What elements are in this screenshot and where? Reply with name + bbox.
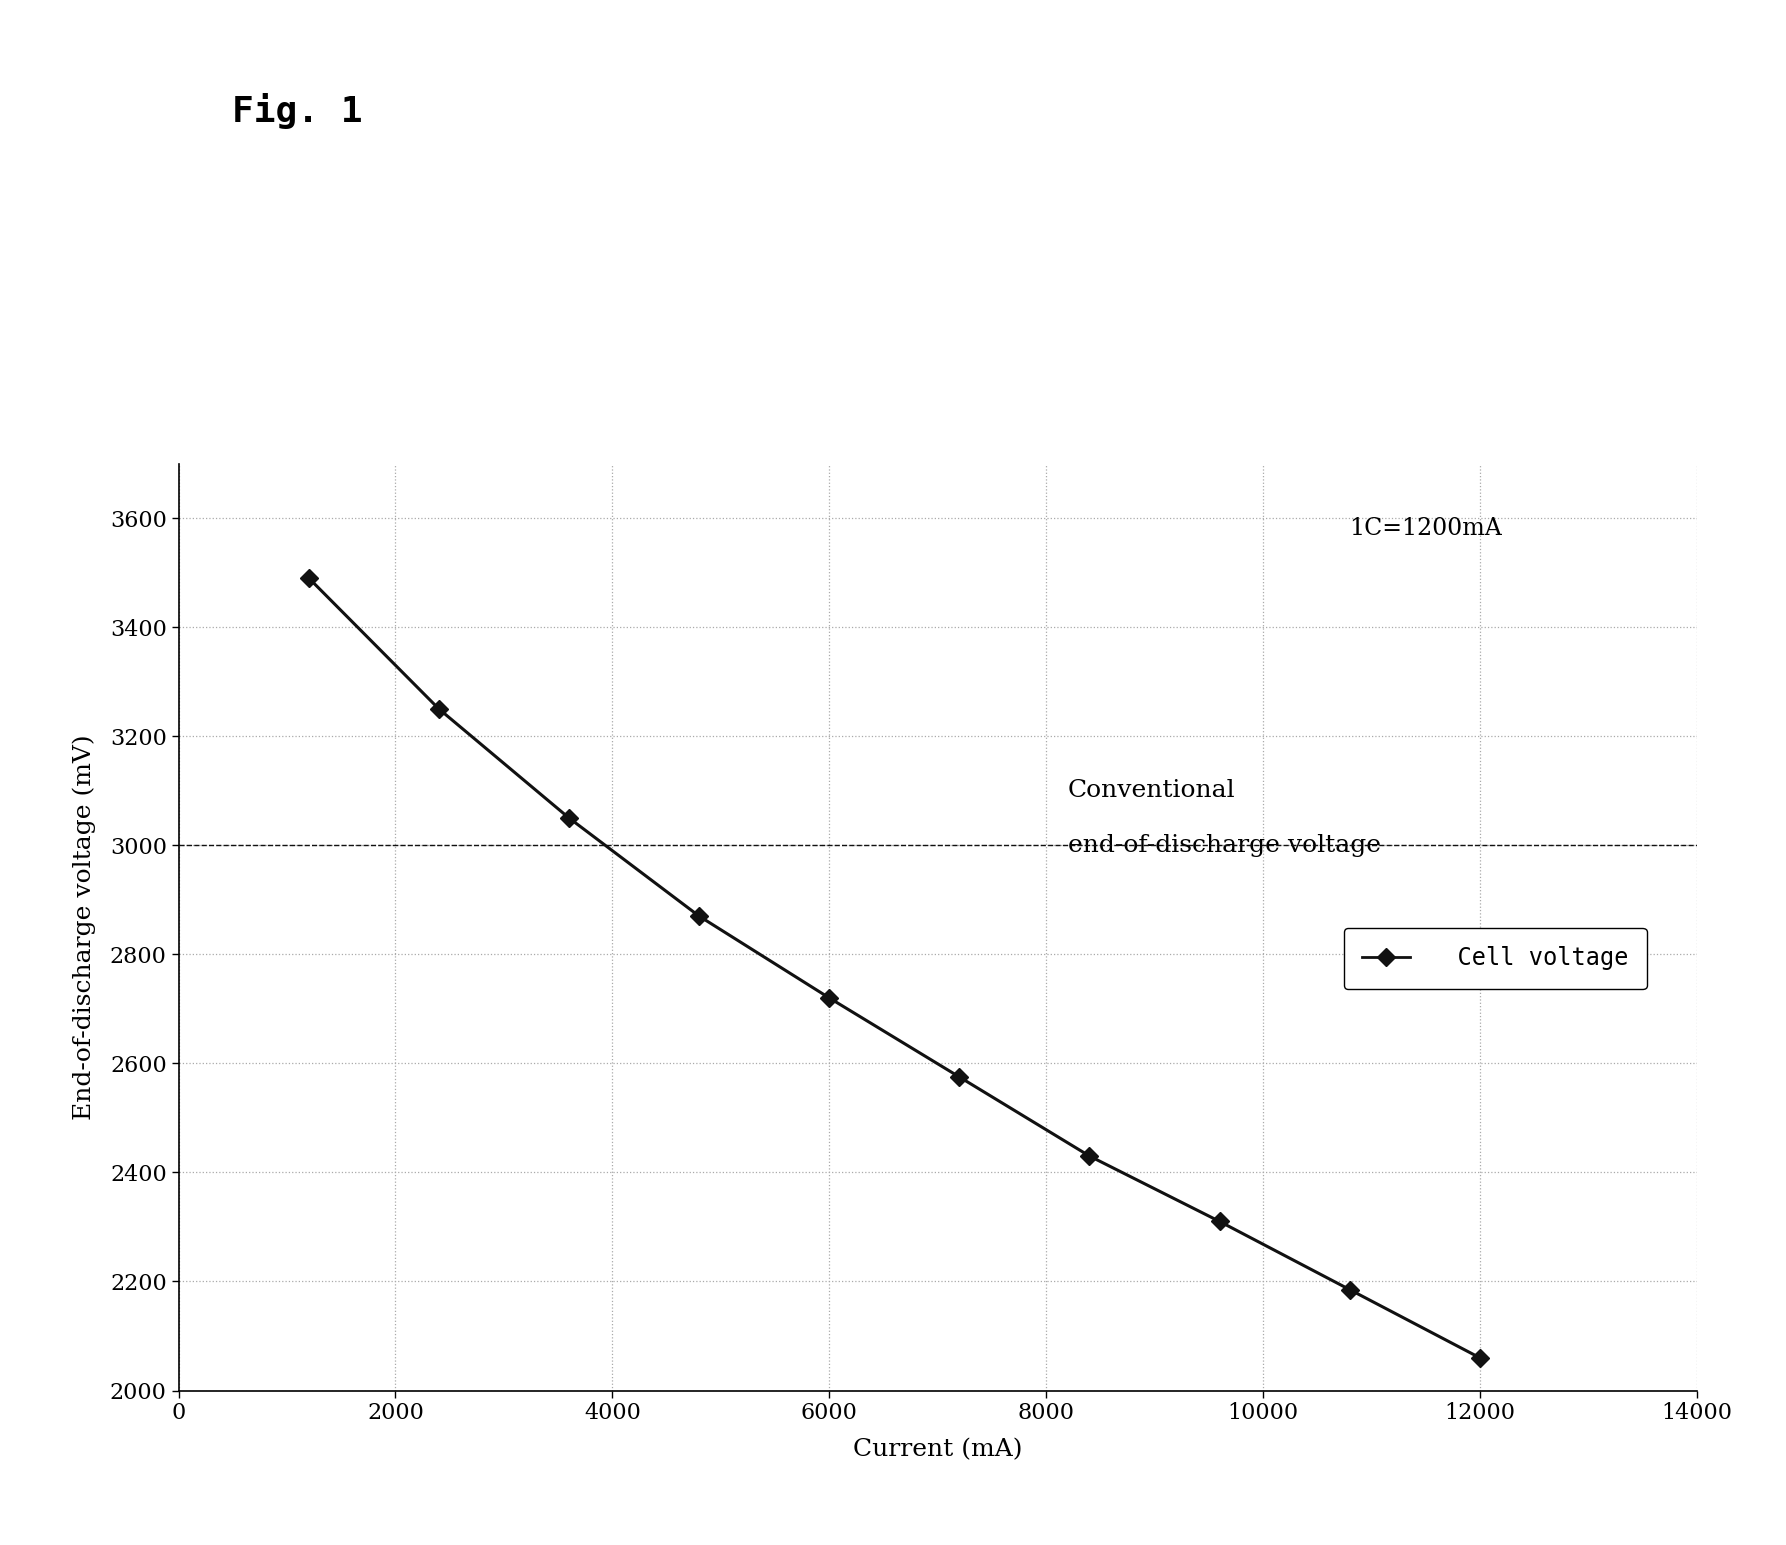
Text: end-of-discharge voltage: end-of-discharge voltage: [1068, 834, 1381, 857]
Cell voltage: [818, 989, 839, 1007]
Cell voltage: [1340, 1281, 1361, 1299]
Cell voltage: [1209, 1213, 1231, 1231]
Cell voltage: [688, 907, 709, 925]
Text: 1C=1200mA: 1C=1200mA: [1348, 518, 1502, 541]
Cell voltage: [429, 700, 450, 718]
Cell voltage: [948, 1068, 970, 1086]
Cell voltage: [1079, 1146, 1100, 1165]
Cell voltage: [559, 808, 580, 827]
Y-axis label: End-of-discharge voltage (mV): End-of-discharge voltage (mV): [73, 734, 96, 1120]
X-axis label: Current (mA): Current (mA): [854, 1438, 1022, 1462]
Cell voltage: [1470, 1349, 1491, 1367]
Line: Cell voltage: Cell voltage: [302, 572, 1486, 1364]
Cell voltage: [298, 569, 320, 587]
Legend:   Cell voltage: Cell voltage: [1343, 927, 1647, 989]
Text: Fig. 1: Fig. 1: [232, 93, 363, 128]
Text: Conventional: Conventional: [1068, 779, 1236, 802]
